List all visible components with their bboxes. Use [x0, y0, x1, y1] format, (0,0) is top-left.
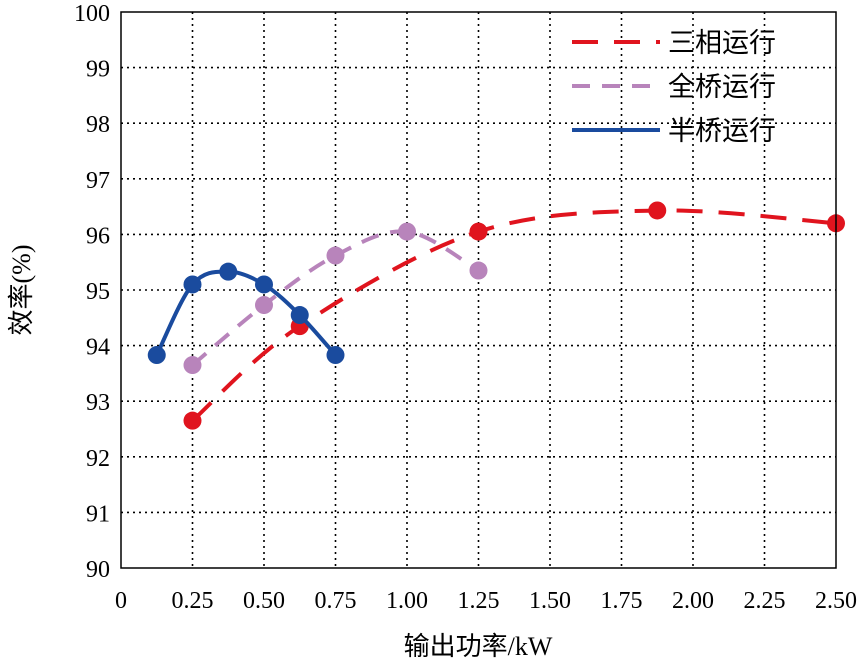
y-tick-label: 96	[86, 223, 110, 249]
y-tick-label: 93	[86, 390, 110, 416]
data-point	[398, 222, 416, 241]
legend-label: 三相运行	[668, 28, 776, 58]
x-axis-label: 输出功率/kW	[404, 632, 553, 661]
x-tick-label: 1.50	[529, 588, 571, 614]
x-tick-label: 0.50	[243, 588, 285, 614]
data-point	[255, 275, 273, 294]
x-tick-label: 1.00	[386, 588, 428, 614]
y-axis-label: 效率(%)	[7, 245, 36, 336]
x-tick-label: 0.25	[172, 588, 214, 614]
data-point	[326, 346, 345, 365]
plot-frame	[120, 11, 837, 569]
y-tick-label: 95	[86, 279, 110, 305]
y-tick-label: 98	[86, 112, 110, 138]
data-point	[469, 261, 488, 280]
data-point	[183, 411, 202, 430]
tick-labels: 0 0.25 0.50 0.75 1.00 1.25 1.50 1.75 2.00 2.25 2.5…	[74, 1, 857, 614]
y-tick-label: 90	[86, 557, 110, 583]
y-tick-label: 92	[86, 446, 110, 472]
data-point	[219, 262, 238, 281]
x-tick-label: 2.50	[815, 588, 857, 614]
x-tick-label: 2.00	[672, 588, 714, 614]
x-tick-label: 1.75	[601, 588, 643, 614]
x-tick-label: 2.25	[744, 588, 786, 614]
series-group	[147, 201, 845, 430]
y-tick-label: 94	[86, 335, 110, 361]
y-tick-label: 100	[74, 1, 110, 27]
data-point	[183, 356, 202, 375]
data-point	[147, 346, 166, 365]
series-line	[191, 208, 837, 423]
legend-label: 全桥运行	[668, 72, 776, 102]
y-tick-label: 91	[86, 501, 110, 527]
data-point	[183, 275, 202, 294]
data-point	[648, 201, 667, 220]
data-point	[255, 296, 273, 315]
data-point	[469, 222, 488, 241]
y-tick-label: 99	[86, 57, 110, 83]
data-point	[326, 246, 345, 265]
legend-label: 半桥运行	[668, 116, 776, 146]
grid	[121, 12, 836, 568]
x-tick-label: 0.75	[315, 588, 357, 614]
x-tick-label: 1.25	[458, 588, 500, 614]
y-tick-label: 97	[86, 168, 110, 194]
data-point	[290, 306, 309, 325]
x-tick-label: 0	[115, 588, 127, 614]
